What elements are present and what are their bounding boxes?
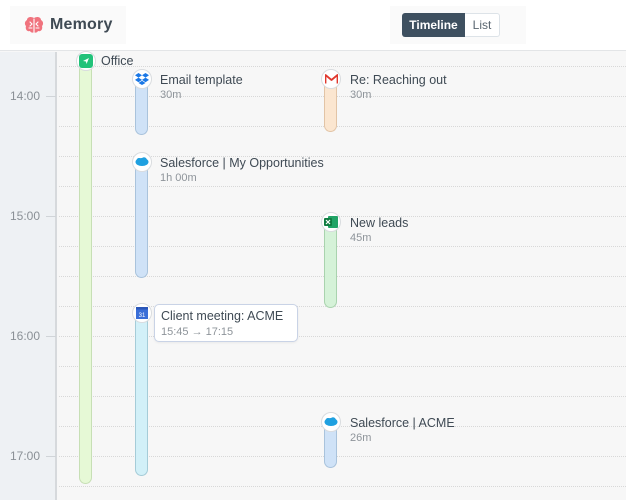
grid-line xyxy=(59,396,626,397)
grid-line xyxy=(59,246,626,247)
event-duration: 26m xyxy=(350,432,372,444)
event-bar[interactable] xyxy=(79,62,92,484)
grid-line xyxy=(59,216,626,217)
app-logo[interactable]: Memory xyxy=(10,6,126,44)
hour-tick xyxy=(46,456,56,457)
event-title: Email template xyxy=(160,73,243,87)
event-duration: 45m xyxy=(350,232,372,244)
excel-icon xyxy=(321,212,341,232)
hour-tick xyxy=(46,96,56,97)
brain-icon xyxy=(24,16,44,33)
app-title: Memory xyxy=(50,16,113,33)
event-title: Office xyxy=(101,54,134,68)
list-tab[interactable]: List xyxy=(465,13,500,37)
grid-line xyxy=(59,456,626,457)
event-title: New leads xyxy=(350,216,409,230)
grid-line xyxy=(59,366,626,367)
grid-line xyxy=(59,96,626,97)
timeline-tab[interactable]: Timeline xyxy=(402,13,465,37)
grid-line xyxy=(59,306,626,307)
event-tooltip: Client meeting: ACME 15:45 → 17:15 xyxy=(154,304,298,342)
hour-tick xyxy=(46,216,56,217)
hour-label-17: 17:00 xyxy=(10,449,41,463)
svg-text:31: 31 xyxy=(139,313,146,319)
grid-line xyxy=(59,486,626,487)
grid-line xyxy=(59,426,626,427)
time-gutter xyxy=(0,52,57,500)
grid-line xyxy=(59,66,626,67)
google-calendar-icon: 31 xyxy=(132,303,152,323)
event-bar[interactable] xyxy=(135,314,148,476)
hour-label-14: 14:00 xyxy=(10,89,41,103)
dropbox-icon xyxy=(132,69,152,89)
location-arrow-icon xyxy=(76,51,96,71)
hour-tick xyxy=(46,336,56,337)
salesforce-icon xyxy=(321,412,341,432)
event-duration: 30m xyxy=(160,89,182,101)
grid-line xyxy=(59,186,626,187)
event-bar[interactable] xyxy=(135,80,148,135)
salesforce-icon xyxy=(132,152,152,172)
event-title: Salesforce | My Opportunities xyxy=(160,156,324,170)
event-title: Re: Reaching out xyxy=(350,73,447,87)
grid-line xyxy=(59,126,626,127)
event-title: Client meeting: ACME xyxy=(161,309,284,323)
grid-line xyxy=(59,336,626,337)
gmail-icon xyxy=(321,69,341,89)
event-bar[interactable] xyxy=(324,223,337,308)
event-duration: 1h 00m xyxy=(160,172,197,184)
grid-line xyxy=(59,276,626,277)
event-bar[interactable] xyxy=(135,163,148,278)
app-header: Memory Timeline List xyxy=(0,0,626,51)
event-bar[interactable] xyxy=(324,80,337,132)
hour-label-16: 16:00 xyxy=(10,329,41,343)
hour-label-15: 15:00 xyxy=(10,209,41,223)
view-toggle-container: Timeline List xyxy=(390,6,526,44)
event-time-range: 15:45 → 17:15 xyxy=(161,326,234,338)
event-title: Salesforce | ACME xyxy=(350,416,455,430)
event-duration: 30m xyxy=(350,89,372,101)
grid-line xyxy=(59,156,626,157)
event-bar[interactable] xyxy=(324,423,337,468)
view-toggle: Timeline List xyxy=(402,13,500,37)
